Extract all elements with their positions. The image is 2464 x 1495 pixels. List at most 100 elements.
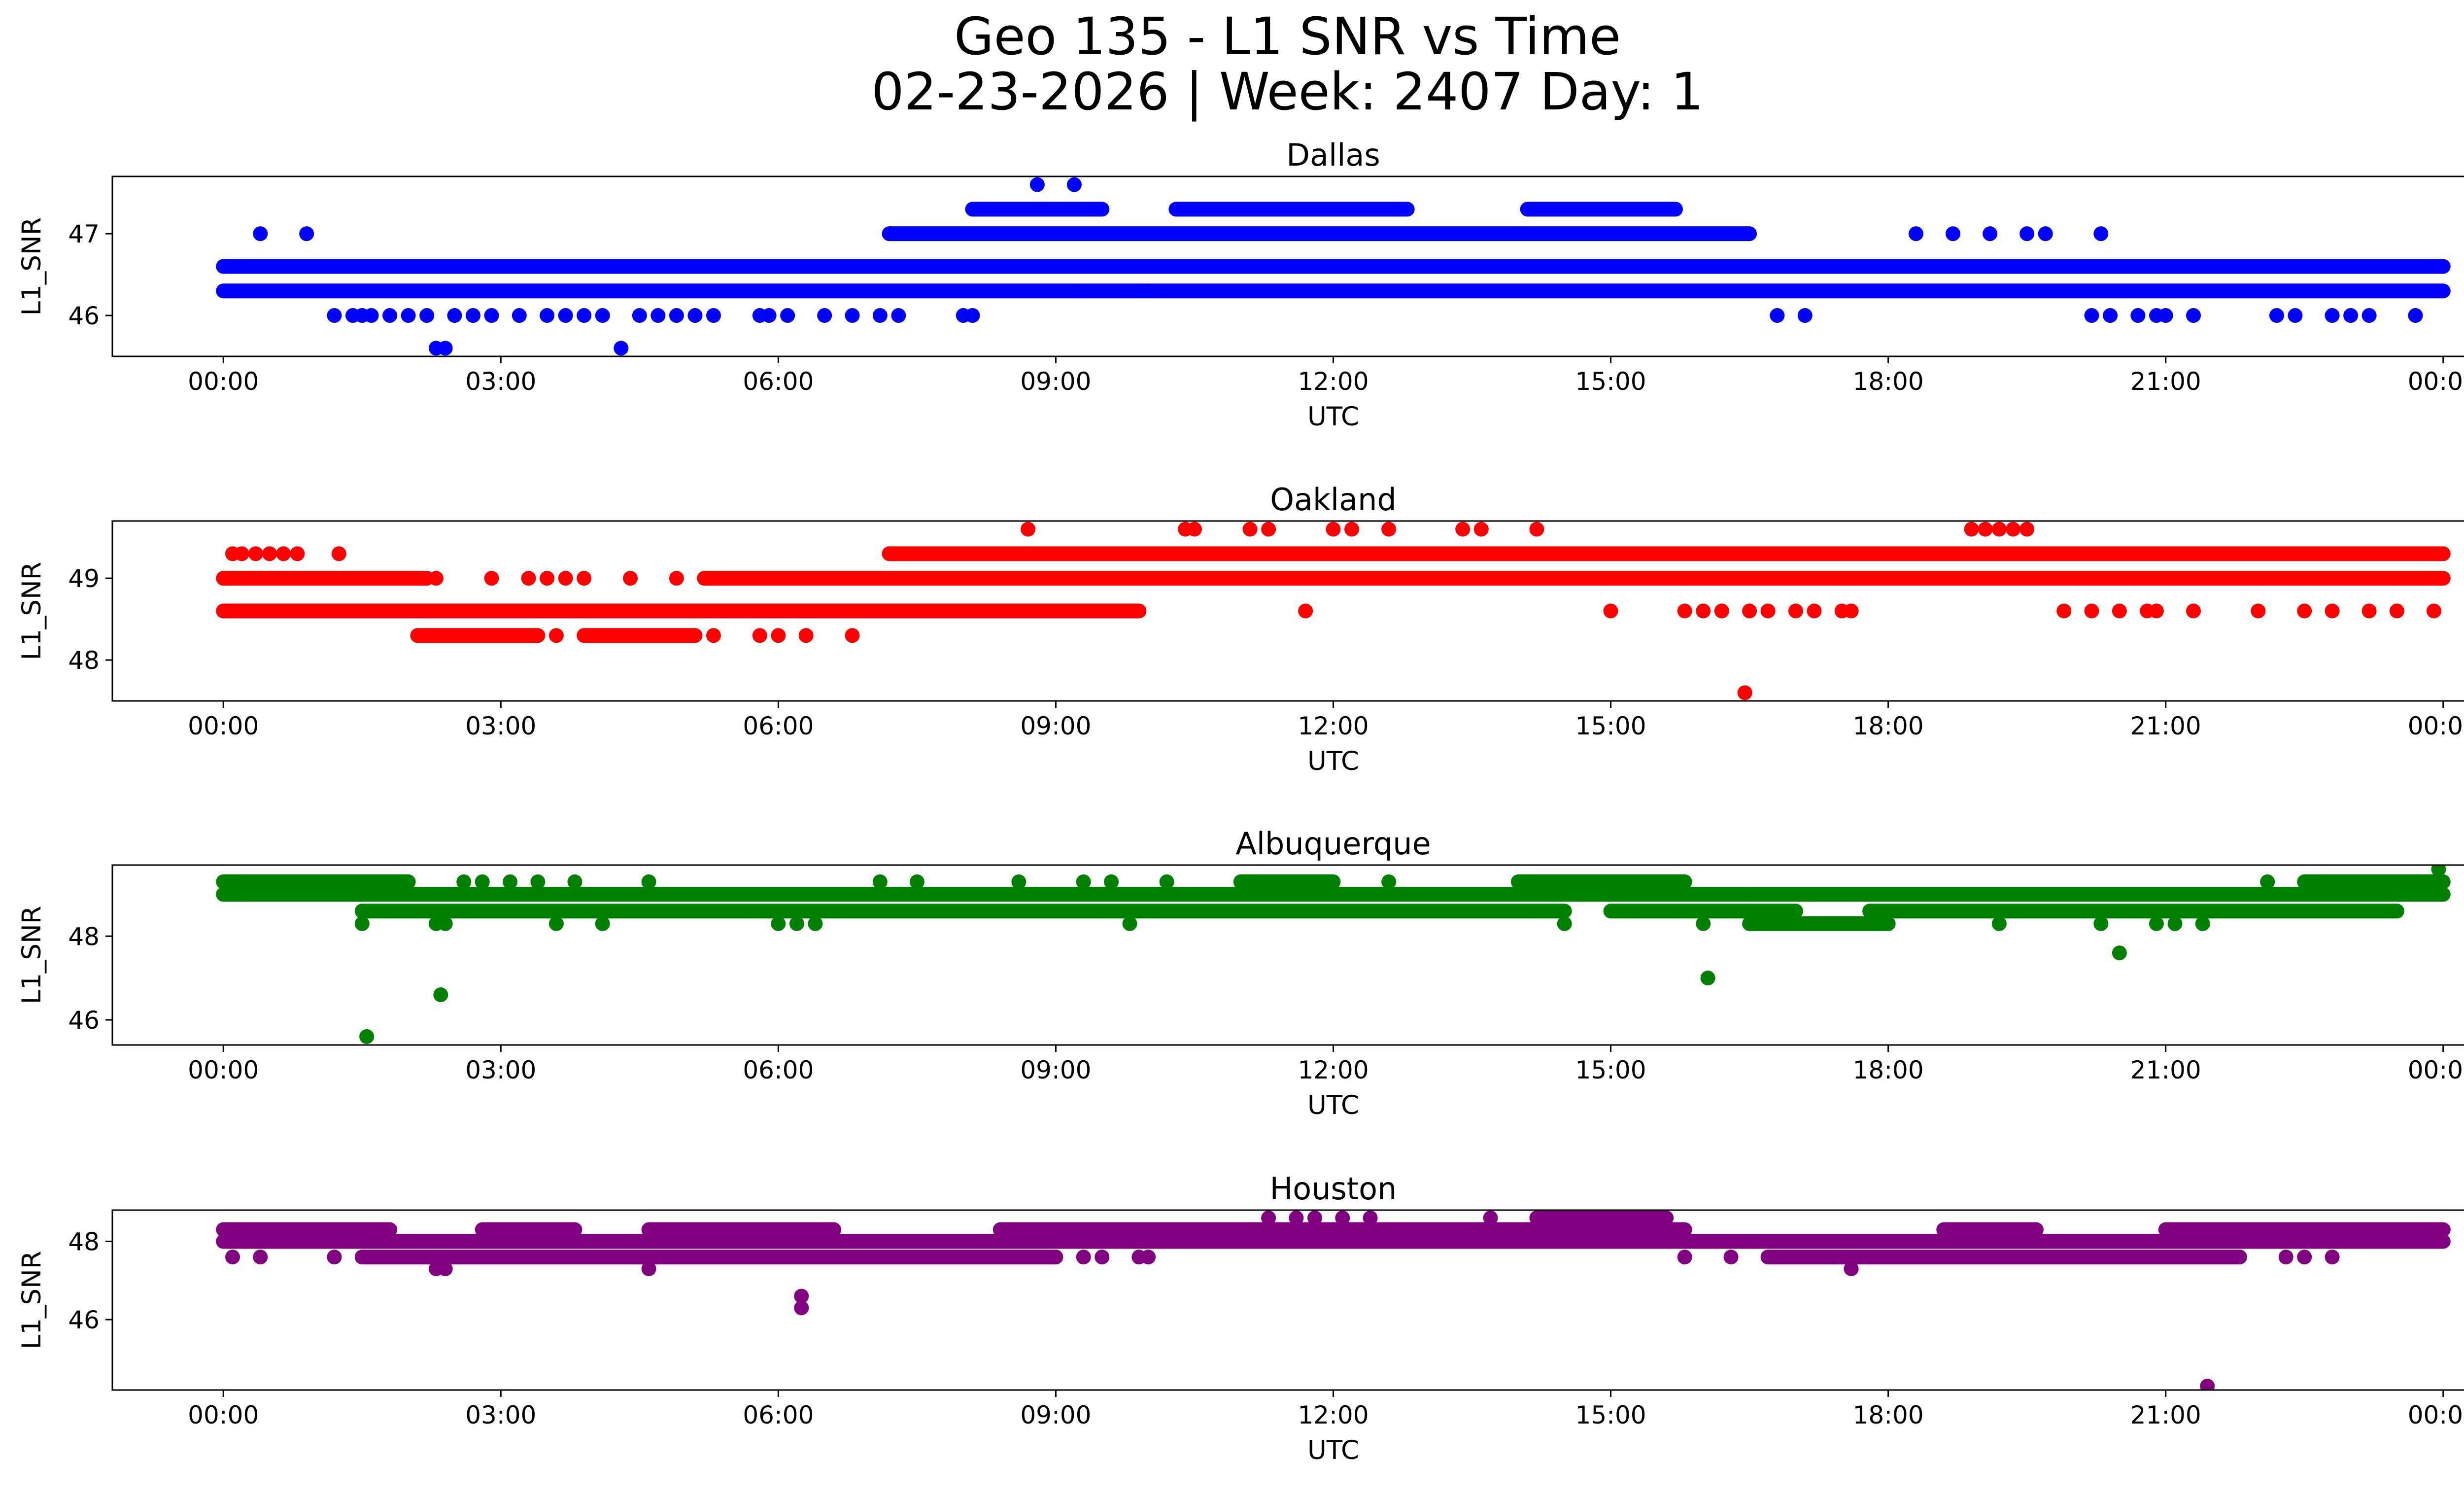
- data-point: [2149, 916, 2164, 931]
- data-point: [1529, 522, 1544, 537]
- y-tick-label: 49: [68, 564, 100, 593]
- x-tick-label: 06:00: [743, 367, 814, 396]
- data-point: [2186, 603, 2201, 619]
- data-point: [2167, 916, 2183, 931]
- x-tick-label: 21:00: [2130, 367, 2201, 396]
- data-point: [641, 874, 656, 889]
- panel-title-oakland: Oakland: [1270, 482, 1397, 518]
- x-tick-label: 12:00: [1298, 1056, 1369, 1084]
- data-point: [1289, 1210, 1304, 1225]
- data-point: [1279, 259, 1295, 274]
- y-tick-label: 46: [68, 302, 100, 330]
- data-point: [641, 1261, 656, 1277]
- panel-title-albuquerque: Albuquerque: [1235, 826, 1431, 862]
- x-tick-label: 06:00: [743, 1401, 814, 1429]
- data-point: [2408, 308, 2423, 323]
- data-point: [1946, 226, 1961, 242]
- data-point: [1076, 1250, 1091, 1265]
- data-point: [1141, 1250, 1156, 1265]
- x-tick-label: 03:00: [465, 1401, 536, 1429]
- x-tick-label: 09:00: [1020, 1056, 1091, 1084]
- x-tick-label: 00:00: [2408, 1056, 2464, 1084]
- panel-houston: Houston 00:00 03:00 06:00 09:00 12:00 15:00 18:…: [17, 1171, 2464, 1465]
- x-tick-label: 00:00: [2408, 1401, 2464, 1429]
- data-point: [465, 308, 480, 323]
- data-point: [845, 628, 860, 643]
- data-point: [1908, 226, 1923, 242]
- data-point: [2093, 916, 2109, 931]
- data-point: [891, 308, 906, 323]
- data-point: [1844, 1261, 1859, 1277]
- data-point: [2361, 308, 2377, 323]
- x-tick-label: 00:00: [188, 1401, 259, 1429]
- x-axis-label-houston: UTC: [1307, 1435, 1359, 1465]
- data-point: [794, 1300, 809, 1316]
- data-point: [438, 1261, 453, 1277]
- data-point: [798, 628, 814, 643]
- data-point: [1547, 259, 1563, 274]
- data-point: [1797, 308, 1813, 323]
- data-point: [503, 874, 518, 889]
- data-point: [1844, 603, 1859, 619]
- data-point: [2112, 945, 2127, 961]
- data-point: [2084, 603, 2099, 619]
- x-axis-label-albuquerque: UTC: [1307, 1090, 1359, 1120]
- data-point: [2056, 603, 2072, 619]
- data-point: [1307, 1210, 1322, 1225]
- data-point: [276, 546, 291, 561]
- data-point: [1381, 522, 1397, 537]
- data-point: [1696, 603, 1711, 619]
- x-tick-label: 15:00: [1575, 367, 1646, 396]
- data-point: [521, 571, 536, 586]
- data-point: [2269, 308, 2284, 323]
- data-point: [2103, 308, 2118, 323]
- data-point: [780, 308, 795, 323]
- data-point: [558, 571, 573, 586]
- data-point: [1807, 603, 1822, 619]
- x-tick-label: 06:00: [743, 712, 814, 740]
- x-tick-label: 00:00: [188, 712, 259, 740]
- data-point: [548, 916, 564, 931]
- data-point: [354, 916, 370, 931]
- x-tick-label: 21:00: [2130, 1401, 2201, 1429]
- data-point: [706, 308, 721, 323]
- data-point: [1122, 916, 1137, 931]
- data-point: [771, 628, 786, 643]
- data-point: [794, 1288, 809, 1304]
- data-point: [401, 308, 416, 323]
- marks-houston: [216, 1210, 2451, 1390]
- data-point: [2361, 603, 2377, 619]
- data-point: [2186, 308, 2201, 323]
- data-point: [1788, 603, 1803, 619]
- data-point: [614, 341, 629, 356]
- data-point: [2260, 874, 2275, 889]
- data-point: [2195, 916, 2210, 931]
- data-point: [2325, 1250, 2340, 1265]
- data-point: [577, 308, 592, 323]
- data-point: [1742, 603, 1757, 619]
- x-tick-label: 03:00: [465, 1056, 536, 1084]
- y-tick-label: 48: [68, 646, 100, 675]
- data-point: [1326, 522, 1341, 537]
- data-point: [595, 916, 610, 931]
- data-point: [1964, 522, 1979, 537]
- data-point: [789, 916, 804, 931]
- data-point: [299, 226, 314, 242]
- x-tick-label: 00:00: [2408, 367, 2464, 396]
- data-point: [2325, 603, 2340, 619]
- data-point: [1677, 603, 1692, 619]
- data-point: [2200, 1379, 2215, 1390]
- data-point: [2019, 226, 2035, 242]
- data-point: [1335, 1210, 1350, 1225]
- data-point: [1261, 1210, 1276, 1225]
- data-point: [771, 916, 786, 931]
- data-point: [1141, 283, 1156, 299]
- data-point: [1344, 522, 1360, 537]
- y-axis-label-dallas: L1_SNR: [17, 217, 47, 316]
- marks-albuquerque: [216, 865, 2451, 1044]
- data-point: [669, 308, 684, 323]
- data-point: [1298, 603, 1313, 619]
- x-tick-label: 06:00: [743, 1056, 814, 1084]
- data-point: [1483, 1210, 1498, 1225]
